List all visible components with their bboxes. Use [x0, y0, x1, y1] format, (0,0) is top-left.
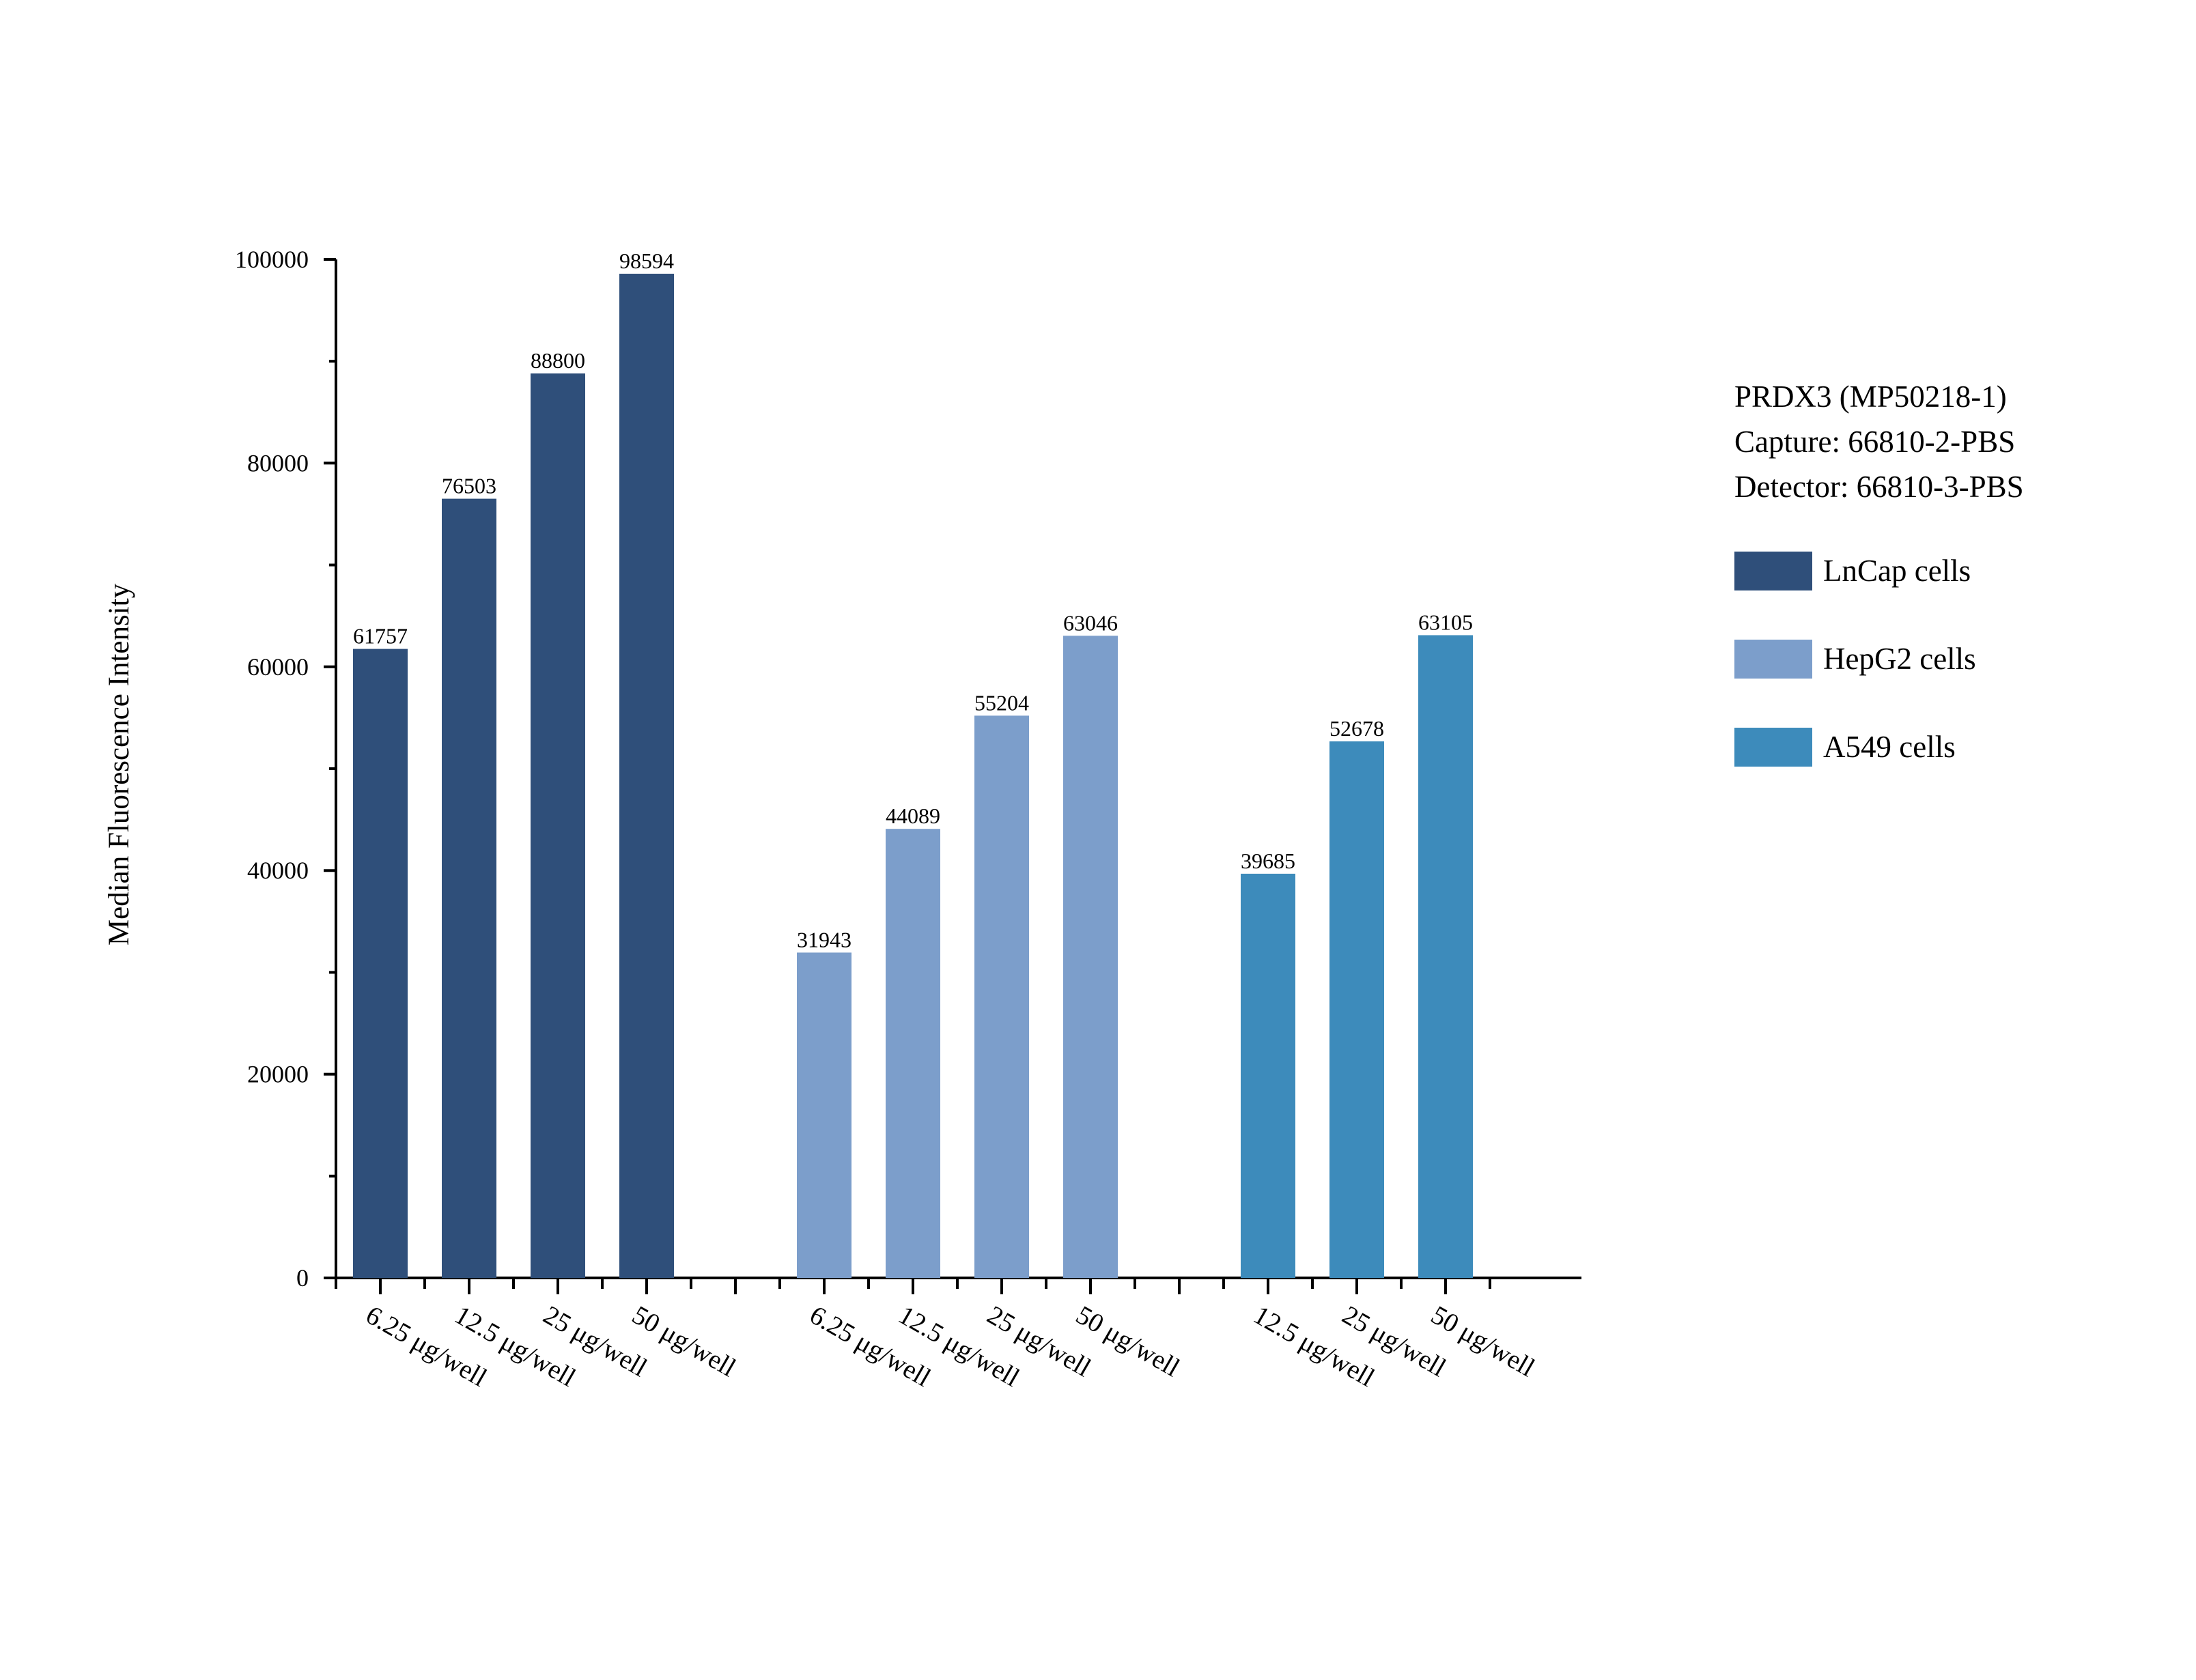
legend-item-lncap: LnCap cells [1734, 550, 2024, 591]
y-tick-label: 60000 [247, 653, 309, 681]
data-label: 88800 [531, 348, 585, 373]
bar [974, 715, 1029, 1278]
data-label: 61757 [353, 624, 408, 649]
y-tick-label: 80000 [247, 449, 309, 476]
data-label: 63046 [1063, 610, 1118, 635]
chart-info: PRDX3 (MP50218-1) Capture: 66810-2-PBS D… [1734, 374, 2024, 509]
data-label: 44089 [886, 803, 940, 828]
data-label: 39685 [1241, 849, 1295, 873]
legend: PRDX3 (MP50218-1) Capture: 66810-2-PBS D… [1734, 374, 2024, 814]
y-tick-label: 20000 [247, 1061, 309, 1088]
legend-label-lncap: LnCap cells [1823, 554, 1971, 588]
data-label: 55204 [974, 690, 1029, 715]
bar [353, 649, 408, 1278]
legend-swatch-lncap [1734, 551, 1812, 590]
legend-label-a549: A549 cells [1823, 730, 1956, 764]
info-capture: Capture: 66810-2-PBS [1734, 425, 2016, 459]
legend-swatch-a549 [1734, 727, 1812, 767]
data-label: 63105 [1418, 610, 1473, 634]
y-tick-label: 40000 [247, 857, 309, 884]
data-label: 98594 [619, 248, 674, 273]
bar [1063, 636, 1118, 1278]
info-title: PRDX3 (MP50218-1) [1734, 380, 2007, 414]
bar [797, 952, 851, 1278]
bar [1241, 873, 1295, 1278]
bar [531, 373, 585, 1278]
bar [442, 498, 496, 1279]
y-tick-label: 100000 [235, 246, 309, 273]
bars: 61757 76503 88800 98594 31943 44089 55204 63046… [353, 248, 1473, 1279]
bar [886, 829, 940, 1278]
legend-swatch-hepg2 [1734, 639, 1812, 679]
y-axis-label: Median Fluorescence Intensity [103, 583, 135, 945]
legend-items: LnCap cells HepG2 cells A549 cells [1734, 550, 2024, 767]
legend-label-hepg2: HepG2 cells [1823, 642, 1976, 676]
y-axis: 0 20000 40000 60000 80000 100000 [235, 246, 337, 1292]
info-detector: Detector: 66810-3-PBS [1734, 470, 2024, 504]
data-label: 76503 [442, 474, 496, 498]
bar [1329, 741, 1384, 1278]
y-tick-label: 0 [296, 1264, 309, 1292]
bar [619, 273, 674, 1278]
data-label: 52678 [1329, 716, 1384, 741]
legend-item-a549: A549 cells [1734, 726, 2024, 767]
legend-item-hepg2: HepG2 cells [1734, 638, 2024, 679]
bar [1418, 635, 1473, 1278]
data-label: 31943 [797, 927, 851, 952]
